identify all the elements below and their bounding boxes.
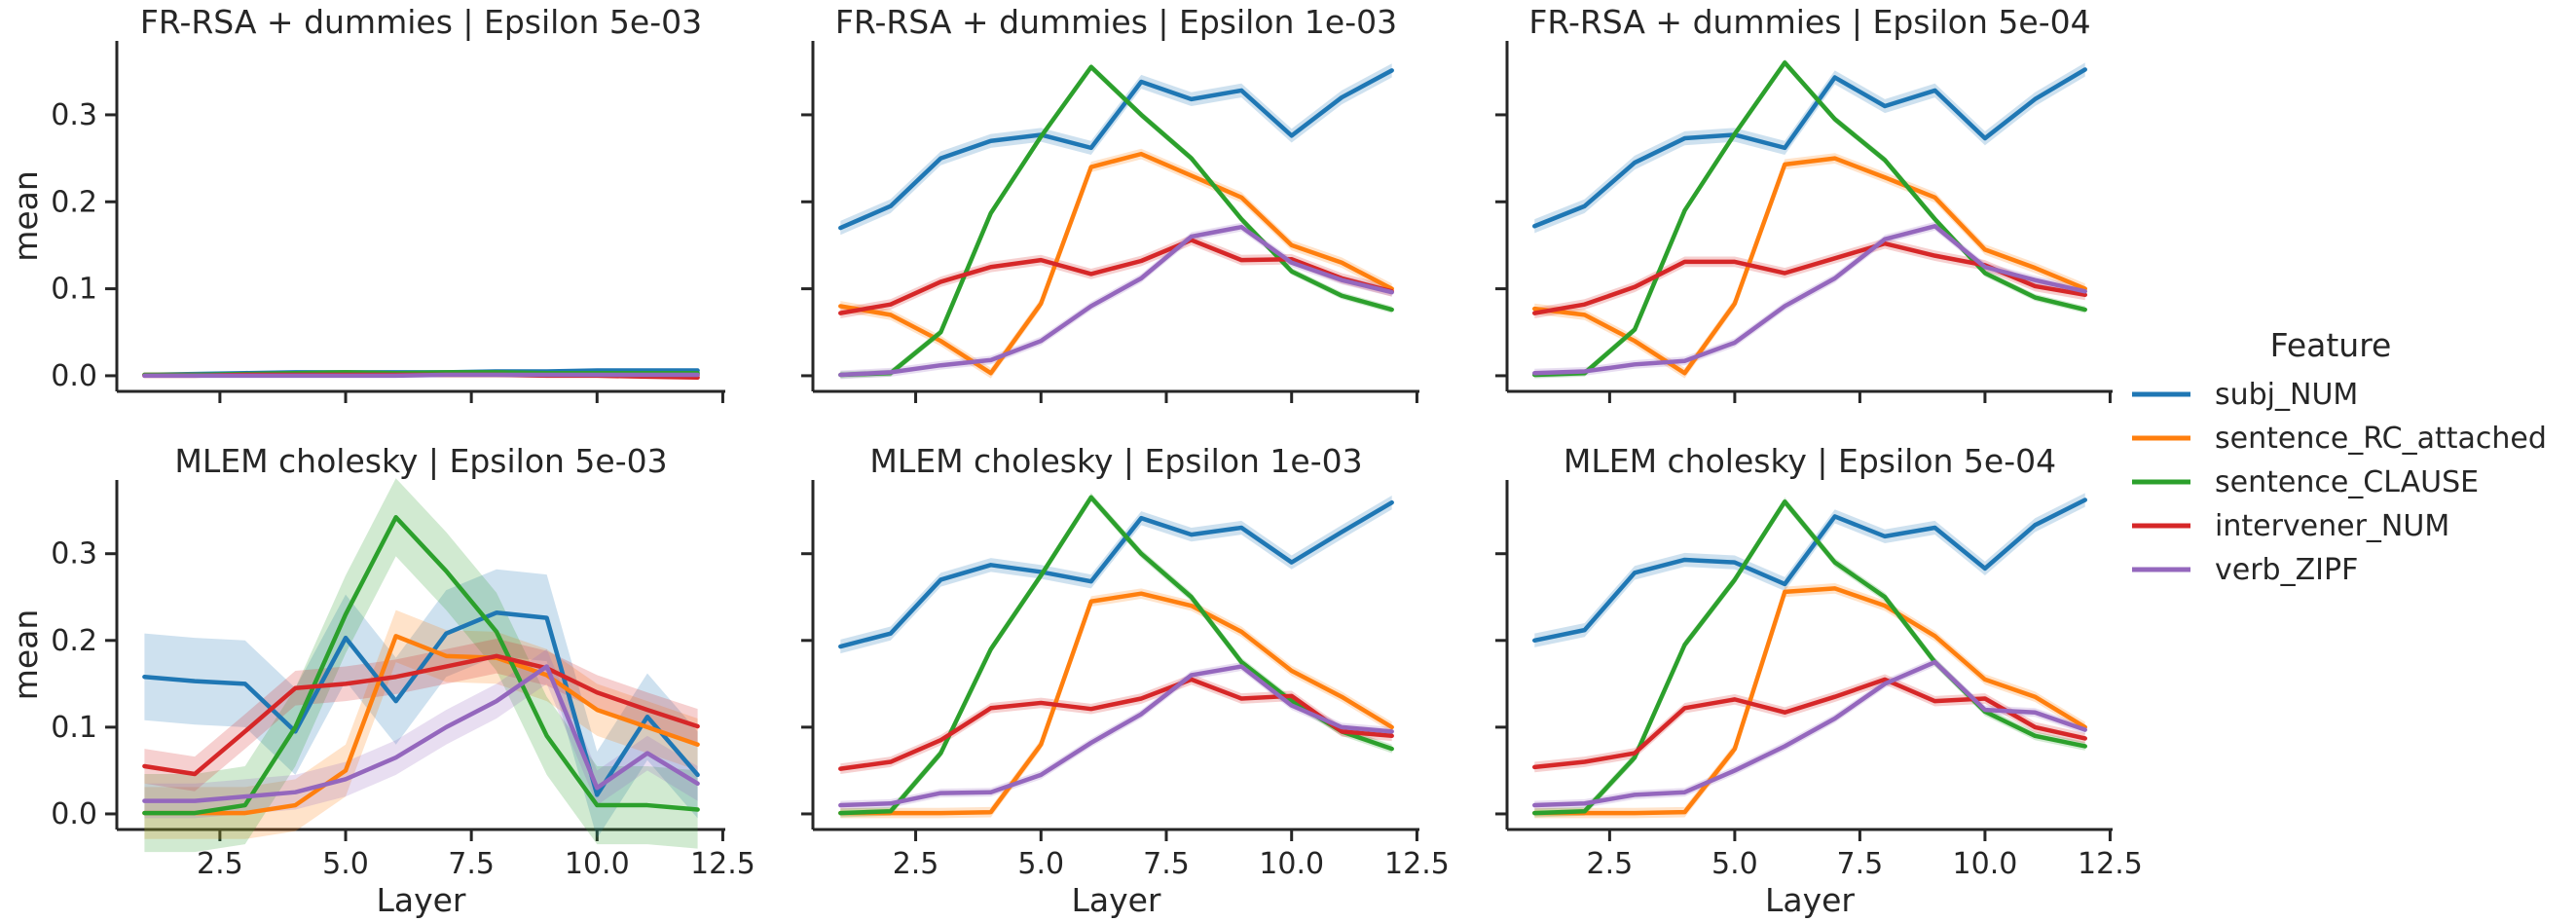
x-tick-label: 10.0	[1259, 847, 1324, 881]
panel-title: MLEM cholesky | Epsilon 5e-04	[1564, 442, 2056, 480]
series-line-sentence_CLAUSE	[142, 515, 700, 816]
legend-item-sentence_CLAUSE: sentence_CLAUSE	[2132, 465, 2479, 499]
series-line-verb_ZIPF	[1532, 224, 2087, 376]
y-tick-label: 0.1	[51, 273, 97, 307]
x-tick-label: 7.5	[1837, 847, 1884, 881]
panel-title: MLEM cholesky | Epsilon 1e-03	[869, 442, 1362, 480]
band-sentence_RC_attached	[840, 588, 1392, 819]
y-tick-label: 0.0	[51, 359, 97, 393]
x-axis-label: Layer	[1071, 881, 1160, 919]
band-sentence_CLAUSE	[840, 493, 1392, 818]
panel-6: MLEM cholesky | Epsilon 5e-04 2.5 5.0 7.5 10…	[1495, 442, 2143, 919]
legend-label: subj_NUM	[2215, 378, 2358, 412]
x-tick-label: 10.0	[565, 847, 630, 881]
series-line-verb_ZIPF	[142, 372, 700, 379]
series-line-subj_NUM	[838, 499, 1394, 649]
y-tick-label: 0.3	[51, 98, 97, 132]
band-subj_NUM	[840, 496, 1392, 654]
series-line-intervener_NUM	[142, 653, 700, 777]
series-lines	[838, 64, 1394, 378]
legend-item-intervener_NUM: intervener_NUM	[2132, 509, 2449, 543]
legend-label: sentence_CLAUSE	[2215, 465, 2479, 499]
series-line-verb_ZIPF	[838, 664, 1394, 808]
legend-item-verb_ZIPF: verb_ZIPF	[2132, 553, 2358, 587]
series-line-sentence_CLAUSE	[1532, 60, 2087, 378]
series-lines	[1532, 498, 2087, 816]
series-line-sentence_RC_attached	[838, 591, 1394, 816]
legend-items: subj_NUM sentence_RC_attached sentence_CLA…	[2132, 378, 2547, 587]
series-line-sentence_CLAUSE	[1532, 499, 2087, 816]
legend-item-sentence_RC_attached: sentence_RC_attached	[2132, 422, 2547, 456]
panel-4: MLEM cholesky | Epsilon 5e-03 0.0 0.1 0.2 0.…	[7, 442, 755, 919]
band-intervener_NUM	[840, 235, 1392, 318]
series-lines	[142, 368, 700, 380]
legend-label: sentence_RC_attached	[2215, 422, 2547, 456]
panel-3: FR-RSA + dummies | Epsilon 5e-04	[1495, 3, 2113, 403]
panel-title: FR-RSA + dummies | Epsilon 1e-03	[835, 3, 1397, 41]
series-line-sentence_CLAUSE	[838, 64, 1394, 378]
band-sentence_CLAUSE	[144, 478, 698, 853]
series-line-verb_ZIPF	[838, 224, 1394, 378]
x-axis-label: Layer	[376, 881, 465, 919]
series-line-sentence_RC_attached	[142, 634, 700, 816]
series-line-sentence_RC_attached	[1532, 586, 2087, 816]
legend-item-subj_NUM: subj_NUM	[2132, 378, 2358, 412]
series-line-subj_NUM	[838, 68, 1394, 231]
series-line-sentence_CLAUSE	[838, 495, 1394, 816]
x-tick-label: 7.5	[1143, 847, 1190, 881]
y-tick-label: 0.0	[51, 797, 97, 831]
series-lines	[838, 495, 1394, 816]
series-line-intervener_NUM	[838, 677, 1394, 771]
band-subj_NUM	[1534, 493, 2085, 647]
panel-title: MLEM cholesky | Epsilon 5e-03	[174, 442, 667, 480]
y-axis-label: mean	[7, 609, 45, 701]
panel-5: MLEM cholesky | Epsilon 1e-03 2.5 5.0 7.5 10…	[801, 442, 1450, 919]
band-intervener_NUM	[840, 674, 1392, 774]
x-tick-label: 5.0	[322, 847, 369, 881]
legend: Feature subj_NUM sentence_RC_attachedsent…	[2132, 326, 2547, 587]
series-line-verb_ZIPF	[1532, 659, 2087, 808]
confidence-bands	[1534, 493, 2085, 819]
legend-title: Feature	[2270, 326, 2392, 364]
series-line-intervener_NUM	[1532, 677, 2087, 770]
x-tick-label: 12.5	[2078, 847, 2143, 881]
x-tick-label: 12.5	[690, 847, 755, 881]
chart-panels: FR-RSA + dummies | Epsilon 5e-03 0.0 0.1 0.…	[7, 3, 2143, 919]
confidence-bands	[840, 63, 1392, 380]
series-line-intervener_NUM	[838, 238, 1394, 315]
band-intervener_NUM	[144, 639, 698, 792]
series-lines	[142, 515, 700, 816]
band-verb_ZIPF	[1534, 221, 2085, 378]
x-tick-label: 7.5	[448, 847, 495, 881]
y-tick-label: 0.3	[51, 537, 97, 572]
band-sentence_RC_attached	[840, 148, 1392, 379]
x-tick-label: 2.5	[1587, 847, 1634, 881]
band-subj_NUM	[840, 63, 1392, 236]
x-tick-label: 2.5	[197, 847, 243, 881]
x-tick-label: 12.5	[1384, 847, 1450, 881]
panel-2: FR-RSA + dummies | Epsilon 1e-03	[801, 3, 1419, 403]
x-axis-label: Layer	[1765, 881, 1855, 919]
series-line-subj_NUM	[1532, 67, 2087, 229]
x-tick-label: 5.0	[1017, 847, 1064, 881]
band-sentence_RC_attached	[1534, 583, 2085, 819]
confidence-bands	[840, 493, 1392, 819]
x-tick-label: 10.0	[1953, 847, 2018, 881]
series-lines	[1532, 60, 2087, 378]
series-line-verb_ZIPF	[142, 664, 700, 803]
panel-title: FR-RSA + dummies | Epsilon 5e-03	[140, 3, 702, 41]
band-subj_NUM	[144, 569, 698, 838]
x-tick-label: 2.5	[893, 847, 939, 881]
legend-label: verb_ZIPF	[2215, 553, 2358, 587]
x-tick-label: 5.0	[1711, 847, 1758, 881]
y-tick-label: 0.1	[51, 711, 97, 745]
panel-title: FR-RSA + dummies | Epsilon 5e-04	[1528, 3, 2090, 41]
y-axis-label: mean	[7, 170, 45, 262]
legend-label: intervener_NUM	[2215, 509, 2449, 543]
y-tick-label: 0.2	[51, 624, 97, 658]
y-tick-label: 0.2	[51, 185, 97, 219]
series-line-subj_NUM	[1532, 498, 2087, 644]
panel-1: FR-RSA + dummies | Epsilon 5e-03 0.0 0.1 0.…	[7, 3, 725, 403]
